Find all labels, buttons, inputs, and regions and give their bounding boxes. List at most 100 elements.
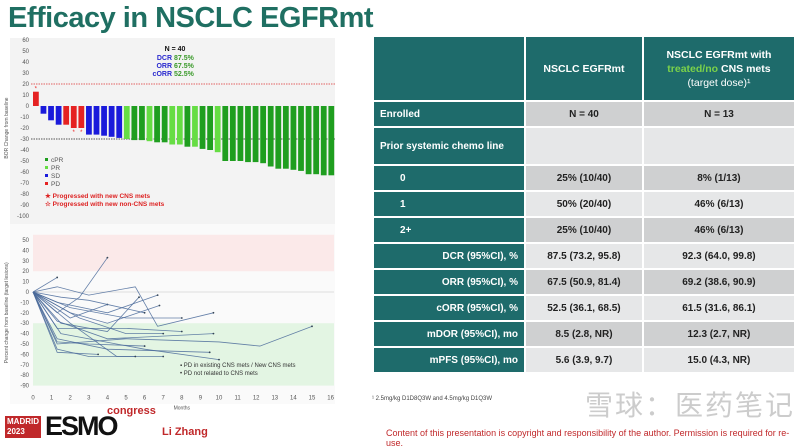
end-marker (56, 276, 59, 279)
x-tick-label: 16 (327, 396, 334, 402)
y-tick-label: -30 (20, 137, 29, 143)
bar (305, 106, 312, 175)
y-tick-label: -40 (20, 148, 29, 154)
y-tick-label: 10 (22, 280, 29, 286)
logo-madrid: MADRID 2023 (5, 416, 41, 438)
bar (184, 106, 191, 147)
cell-cns: 61.5 (31.6, 86.1) (643, 296, 794, 320)
end-marker (138, 296, 140, 299)
cell-nsclc: N = 40 (526, 102, 642, 126)
x-axis-label: Months (174, 406, 191, 412)
author-name: Li Zhang (162, 426, 208, 438)
bar (199, 106, 206, 149)
watermark: 雪球：医药笔记 (585, 390, 796, 421)
table-row: ORR (95%CI), % 67.5 (50.9, 81.4) 69.2 (38.… (374, 270, 794, 294)
footnote: ¹ 2.5mg/kg D1D8Q3W and 4.5mg/kg D1Q3W (372, 396, 493, 402)
n-annotation: N = 40 (165, 46, 186, 53)
patient-line (32, 291, 140, 332)
logo-esmo: ESMO (45, 411, 119, 441)
y-tick-label: -90 (20, 203, 29, 209)
x-tick-label: 9 (199, 396, 203, 402)
end-marker (143, 311, 146, 314)
cell-nsclc: 25% (10/40) (526, 166, 642, 190)
bar (70, 106, 77, 128)
table-row: cORR (95%CI), % 52.5 (36.1, 68.5) 61.5 (31… (374, 296, 794, 320)
table-header-row: NSCLC EGFRmt NSCLC EGFRmt with treated/no… (374, 37, 794, 100)
copyright-notice: Content of this presentation is copyrigh… (386, 428, 790, 448)
bar (116, 106, 123, 138)
dcr-label: DCR (157, 55, 172, 62)
y-tick-label: -20 (20, 311, 29, 317)
bar (222, 106, 229, 161)
patient-line (32, 291, 99, 355)
y-tick-label: 20 (22, 269, 29, 275)
row-label: cORR (95%CI), % (374, 296, 524, 320)
y-tick-label: -10 (20, 115, 29, 121)
bar (275, 106, 282, 169)
x-tick-label: 5 (124, 396, 128, 402)
legend-swatch (45, 158, 48, 161)
y-tick-label: 30 (22, 259, 29, 265)
legend-swatch (45, 166, 48, 169)
bar (154, 106, 160, 143)
cell-nsclc: 25% (10/40) (526, 218, 642, 242)
y-tick-label: 50 (22, 49, 29, 55)
cell-cns: N = 13 (643, 102, 794, 126)
bar (146, 106, 153, 142)
legend-label: cPR (51, 157, 64, 164)
y-tick-label: -70 (20, 363, 29, 369)
y-tick-label: 20 (22, 82, 29, 88)
bar (267, 106, 274, 167)
table-row: Enrolled N = 40 N = 13 (374, 102, 794, 126)
y-tick-label: -30 (20, 321, 29, 327)
logo-congress: congress (107, 405, 156, 417)
cell-nsclc: 5.6 (3.9, 9.7) (526, 348, 642, 372)
end-marker (311, 325, 313, 328)
y-tick-label: 40 (22, 60, 29, 66)
bar (207, 106, 213, 150)
table-row: 1 50% (20/40) 46% (6/13) (374, 192, 794, 216)
row-label: DCR (95%CI), % (374, 244, 524, 268)
patient-line (32, 291, 136, 357)
end-marker (162, 332, 165, 335)
end-marker (158, 304, 161, 307)
y-tick-label: -60 (20, 170, 29, 176)
bar (252, 106, 259, 163)
cell-cns: 69.2 (38.6, 90.9) (643, 270, 794, 294)
bar (245, 106, 251, 163)
table-row: mDOR (95%CI), mo 8.5 (2.8, NR) 12.3 (2.7, … (374, 322, 794, 346)
row-label: Enrolled (374, 102, 524, 126)
bar (169, 106, 176, 145)
table-row: DCR (95%CI), % 87.5 (73.2, 95.8) 92.3 (64.… (374, 244, 794, 268)
y-tick-label: -10 (20, 300, 29, 306)
cell-cns: 46% (6/13) (643, 218, 794, 242)
cell-nsclc (526, 128, 642, 164)
y-tick-label: 30 (22, 71, 29, 77)
cell-nsclc: 87.5 (73.2, 95.8) (526, 244, 642, 268)
end-marker (212, 311, 215, 314)
bar (48, 106, 54, 121)
patient-line (32, 291, 210, 353)
end-marker (208, 351, 211, 354)
table-row: mPFS (95%CI), mo 5.6 (3.9, 9.7) 15.0 (4.3,… (374, 348, 794, 372)
star-marker: * (80, 130, 83, 136)
y-tick-label: -50 (20, 342, 29, 348)
y-axis-label: BOR Change from baseline (4, 97, 10, 158)
y-tick-label: -70 (20, 181, 29, 187)
y-tick-label: -40 (20, 332, 29, 338)
legend-label: PD (51, 181, 60, 188)
band (33, 234, 334, 272)
row-label: 0 (374, 166, 524, 190)
x-tick-label: 0 (31, 396, 35, 402)
cell-nsclc: 67.5 (50.9, 81.4) (526, 270, 642, 294)
row-label: mPFS (95%CI), mo (374, 348, 524, 372)
patient-line (32, 291, 182, 319)
x-tick-label: 7 (162, 396, 166, 402)
cell-cns: 46% (6/13) (643, 192, 794, 216)
waterfall-chart: 60 50 40 30 20 10 0 -10 -20 -30 -40 -50 -60 -70 -80 -90… (4, 38, 335, 224)
patient-line (32, 291, 220, 360)
patient-line (32, 291, 313, 347)
row-label: 2+ (374, 218, 524, 242)
patient-line (32, 291, 160, 324)
bar (176, 106, 183, 145)
